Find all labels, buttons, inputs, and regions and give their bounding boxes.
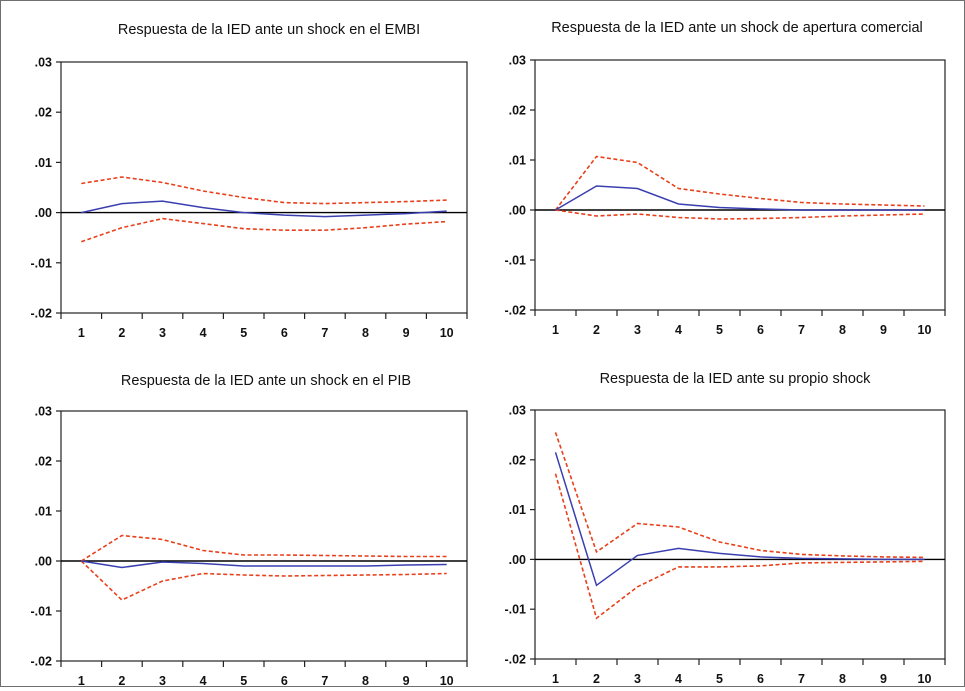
- y-tick-label: .00: [35, 206, 52, 220]
- x-tick-label: 3: [634, 672, 641, 686]
- confidence-band-upper: [554, 155, 925, 211]
- x-tick-label: 2: [118, 674, 125, 686]
- x-tick-label: 4: [675, 672, 682, 686]
- x-tick-label: 4: [200, 674, 207, 686]
- y-tick-label: .03: [35, 56, 52, 70]
- y-tick-label: -.02: [504, 304, 526, 318]
- y-tick-label: .03: [509, 404, 526, 418]
- x-tick-label: 8: [839, 672, 846, 686]
- y-tick-label: .03: [509, 54, 526, 68]
- x-tick-label: 8: [362, 674, 369, 686]
- x-tick-label: 5: [240, 674, 247, 686]
- x-tick-label: 6: [281, 326, 288, 340]
- y-tick-label: .01: [509, 154, 526, 168]
- response-line: [554, 452, 925, 587]
- x-tick-label: 7: [321, 326, 328, 340]
- plot-frame: [534, 409, 946, 660]
- y-tick-label: -.02: [30, 307, 52, 321]
- x-tick-label: 9: [403, 326, 410, 340]
- confidence-band-lower: [81, 217, 447, 243]
- y-tick-label: .00: [509, 553, 526, 567]
- chart-title: Respuesta de la IED ante un shock en el …: [118, 22, 420, 38]
- x-tick-label: 10: [918, 323, 932, 337]
- chart-title: Respuesta de la IED ante un shock en el …: [121, 373, 411, 389]
- x-tick-label: 8: [839, 323, 846, 337]
- x-tick-label: 10: [918, 672, 932, 686]
- x-tick-label: 6: [281, 674, 288, 686]
- x-tick-label: 7: [798, 323, 805, 337]
- x-tick-label: 2: [593, 672, 600, 686]
- confidence-band-upper: [81, 176, 447, 205]
- y-tick-label: .02: [35, 455, 52, 469]
- y-tick-label: .03: [35, 405, 52, 419]
- x-tick-label: 2: [593, 323, 600, 337]
- x-tick-label: 7: [321, 674, 328, 686]
- chart-title: Respuesta de la IED ante un shock de ape…: [551, 20, 923, 36]
- x-tick-label: 4: [675, 323, 682, 337]
- x-tick-label: 9: [880, 323, 887, 337]
- response-line: [555, 185, 925, 211]
- x-tick-label: 1: [78, 674, 85, 686]
- x-tick-label: 3: [159, 326, 166, 340]
- chart-panel-3: Respuesta de la IED ante un shock en el …: [30, 373, 468, 688]
- y-tick-label: -.01: [30, 605, 52, 619]
- y-tick-label: .00: [509, 204, 526, 218]
- x-tick-label: 6: [757, 323, 764, 337]
- chart-panel-4: Respuesta de la IED ante su propio shock…: [504, 371, 946, 686]
- y-tick-label: -.01: [30, 256, 52, 270]
- x-tick-label: 6: [757, 672, 764, 686]
- x-tick-label: 5: [716, 323, 723, 337]
- response-line: [81, 560, 447, 569]
- confidence-band-lower: [80, 560, 447, 601]
- x-tick-label: 10: [440, 674, 454, 686]
- x-tick-label: 10: [440, 326, 454, 340]
- y-tick-label: .01: [509, 503, 526, 517]
- x-tick-label: 5: [716, 672, 723, 686]
- x-tick-label: 3: [634, 323, 641, 337]
- y-tick-label: -.02: [504, 653, 526, 667]
- x-tick-label: 1: [552, 323, 559, 337]
- confidence-band-upper: [554, 432, 925, 559]
- y-tick-label: .00: [35, 555, 52, 569]
- x-tick-label: 9: [880, 672, 887, 686]
- plot-frame: [60, 61, 468, 314]
- chart-panel-2: Respuesta de la IED ante un shock de ape…: [504, 20, 946, 337]
- x-tick-label: 9: [403, 674, 410, 686]
- response-line: [81, 200, 447, 218]
- x-tick-label: 4: [200, 326, 207, 340]
- confidence-band-lower: [554, 473, 925, 620]
- y-tick-label: -.01: [504, 603, 526, 617]
- x-tick-label: 8: [362, 326, 369, 340]
- y-tick-label: .01: [35, 505, 52, 519]
- x-tick-label: 2: [118, 326, 125, 340]
- y-tick-label: -.01: [504, 254, 526, 268]
- x-tick-label: 3: [159, 674, 166, 686]
- y-tick-label: .01: [35, 156, 52, 170]
- x-tick-label: 7: [798, 672, 805, 686]
- y-tick-label: .02: [509, 104, 526, 118]
- confidence-band-upper: [80, 534, 447, 562]
- x-tick-label: 5: [240, 326, 247, 340]
- x-tick-label: 1: [552, 672, 559, 686]
- x-tick-label: 1: [78, 326, 85, 340]
- plot-frame: [534, 59, 946, 311]
- chart-panel-1: Respuesta de la IED ante un shock en el …: [30, 22, 468, 340]
- chart-title: Respuesta de la IED ante su propio shock: [600, 371, 872, 387]
- confidence-band-lower: [555, 209, 925, 220]
- y-tick-label: -.02: [30, 655, 52, 669]
- y-tick-label: .02: [509, 453, 526, 467]
- y-tick-label: .02: [35, 106, 52, 120]
